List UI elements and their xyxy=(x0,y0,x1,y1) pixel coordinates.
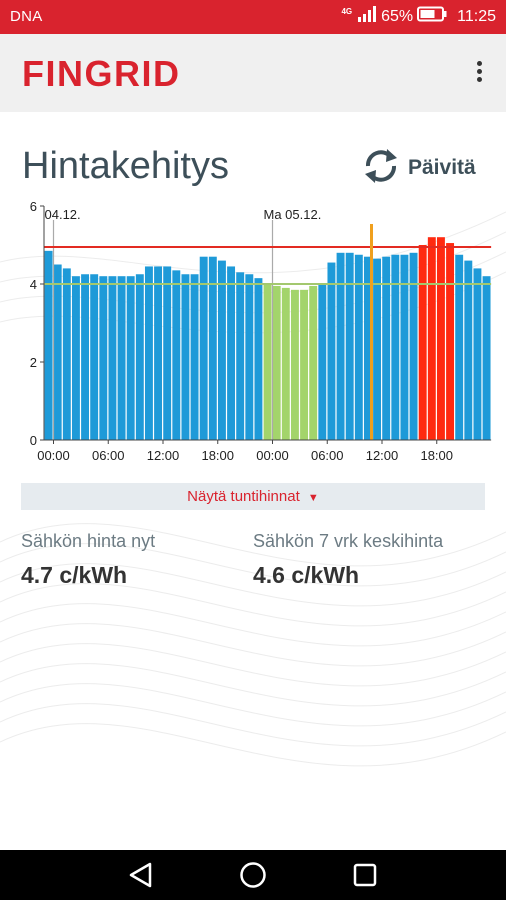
day-label: 04.12. xyxy=(45,207,81,222)
price-bar xyxy=(236,272,245,440)
price-bar xyxy=(71,276,80,440)
price-bar xyxy=(309,285,318,440)
price-bar xyxy=(345,252,354,440)
price-bar xyxy=(300,289,309,440)
price-bar xyxy=(53,264,62,440)
home-icon[interactable] xyxy=(223,850,283,900)
page-title: Hintakehitys xyxy=(22,145,229,187)
signal-icon xyxy=(357,6,377,27)
price-chart: 04.12. Ma 05.12. 0 2 4 6 00:00 06:00 12:00 18:00 0… xyxy=(30,199,492,463)
price-bar xyxy=(318,284,327,440)
refresh-button[interactable]: Päivitä xyxy=(360,148,476,188)
status-icons: 4G 65% 11:25 xyxy=(341,6,496,27)
current-price-value: 4.7 c/kWh xyxy=(21,562,128,588)
x-tick-label: 06:00 xyxy=(92,448,125,463)
price-bar xyxy=(482,276,491,440)
price-bar xyxy=(99,276,108,440)
back-icon[interactable] xyxy=(110,850,170,900)
price-bar xyxy=(272,285,281,440)
price-bar xyxy=(44,250,53,440)
price-bar xyxy=(446,243,455,440)
x-tick-label: 18:00 xyxy=(201,448,234,463)
price-bar xyxy=(227,266,236,440)
price-bar xyxy=(391,254,400,440)
more-vert-icon[interactable] xyxy=(472,58,486,88)
day-label: Ma 05.12. xyxy=(264,207,322,222)
refresh-icon xyxy=(360,145,402,192)
price-bar xyxy=(290,289,299,440)
price-bar xyxy=(217,260,226,440)
price-bar xyxy=(455,254,464,440)
x-tick-label: 18:00 xyxy=(420,448,453,463)
price-bar xyxy=(464,260,473,440)
dropdown-arrow-icon: ▼ xyxy=(307,492,319,504)
price-bar xyxy=(373,258,382,440)
y-tick-label: 4 xyxy=(30,277,37,292)
price-bar xyxy=(263,284,272,440)
x-tick-label: 12:00 xyxy=(147,448,180,463)
price-bar xyxy=(108,276,117,440)
recents-icon[interactable] xyxy=(335,850,395,900)
status-bar: DNA 4G 65% 11:25 xyxy=(0,0,506,34)
current-price-label: Sähkön hinta nyt xyxy=(21,531,156,551)
price-bar xyxy=(473,268,482,440)
battery-icon xyxy=(417,6,447,27)
price-bar xyxy=(427,237,436,440)
price-bar xyxy=(126,276,135,440)
x-tick-label: 00:00 xyxy=(37,448,70,463)
x-tick-label: 12:00 xyxy=(366,448,399,463)
y-tick-label: 6 xyxy=(30,199,37,214)
show-hourly-prices-label: Näytä tuntihinnat xyxy=(187,488,300,505)
current-price: Sähkön hinta nyt 4.7 c/kWh xyxy=(21,531,155,589)
price-bar xyxy=(409,252,418,440)
y-tick-label: 2 xyxy=(30,355,37,370)
price-bar xyxy=(144,266,153,440)
price-bar xyxy=(163,266,172,440)
price-bar xyxy=(172,270,181,440)
price-bar xyxy=(354,254,363,440)
price-bar xyxy=(117,276,126,440)
price-bar xyxy=(382,256,391,440)
price-bar xyxy=(336,252,345,440)
fingrid-logo: FINGRID xyxy=(22,53,181,94)
price-bar xyxy=(245,274,254,440)
price-bar xyxy=(90,274,99,440)
price-bar xyxy=(62,268,71,440)
average-price-value: 4.6 c/kWh xyxy=(253,562,360,588)
clock: 11:25 xyxy=(457,7,496,25)
average-price-label: Sähkön 7 vrk keskihinta xyxy=(253,531,444,551)
show-hourly-prices-button[interactable]: Näytä tuntihinnat ▼ xyxy=(21,483,485,510)
average-price: Sähkön 7 vrk keskihinta 4.6 c/kWh xyxy=(253,531,443,589)
y-tick-label: 0 xyxy=(30,433,37,448)
carrier-name: DNA xyxy=(10,8,43,25)
price-bar xyxy=(254,278,263,440)
price-bar xyxy=(281,287,290,440)
battery-percent: 65% xyxy=(381,7,414,25)
x-tick-label: 06:00 xyxy=(311,448,344,463)
price-bar xyxy=(208,256,217,440)
refresh-label: Päivitä xyxy=(408,156,476,179)
app-bar: FINGRID xyxy=(0,34,506,112)
price-bar xyxy=(190,274,199,440)
network-type: 4G xyxy=(341,6,353,16)
price-bar xyxy=(363,256,372,440)
price-bar xyxy=(327,262,336,440)
price-bar xyxy=(400,254,409,440)
price-bar xyxy=(81,274,90,440)
price-bar xyxy=(436,237,445,440)
navigation-bar xyxy=(0,850,506,900)
price-bar xyxy=(135,274,144,440)
price-bar xyxy=(154,266,163,440)
price-bar xyxy=(181,274,190,440)
x-tick-label: 00:00 xyxy=(256,448,289,463)
price-bar xyxy=(418,245,427,440)
price-bar xyxy=(199,256,208,440)
